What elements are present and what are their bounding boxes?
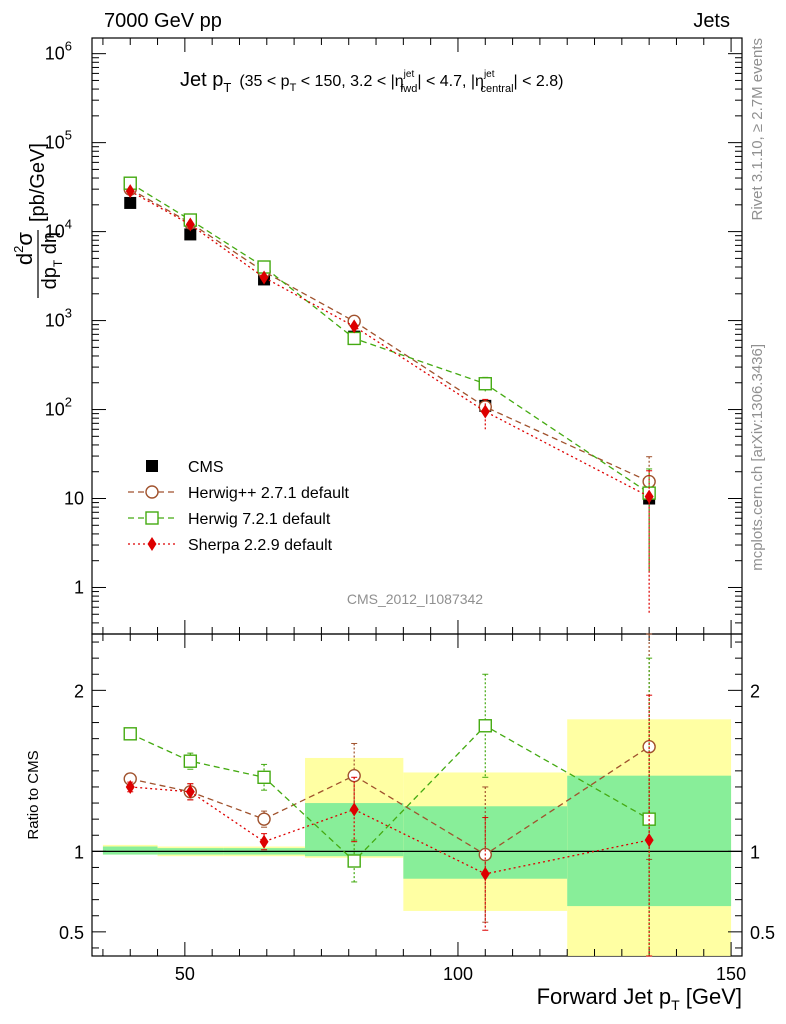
herwigpp-marker — [145, 485, 159, 499]
ratio-tick-label: 1 — [74, 842, 84, 862]
herwigpp-marker — [347, 768, 361, 783]
herwig7-marker — [183, 754, 198, 768]
plot-title: Jet pT (35 < pT < 150, 3.2 < |ηjet fwd| < … — [180, 69, 564, 95]
ratio-line — [129, 724, 650, 862]
y-tick-label: 105 — [45, 128, 72, 153]
herwig7-marker — [145, 511, 159, 525]
cms-marker — [124, 196, 137, 209]
axes: 50 100 150 1 10 102 103 104 105 106 0.5 0.5 1 1 2 2 — [45, 38, 775, 984]
ratio-tick-label: 2 — [74, 681, 84, 701]
y-tick-label: 1 — [74, 577, 84, 597]
ratio-y-axis-label: Ratio to CMS — [25, 750, 42, 839]
ratio-line — [130, 786, 650, 875]
ratio-tick-label: 0.5 — [750, 923, 775, 943]
herwig7-marker — [478, 377, 492, 391]
x-tick-label: 150 — [716, 964, 746, 984]
ratio-tick-label: 0.5 — [59, 923, 84, 943]
ratio-tick-label: 1 — [750, 842, 760, 862]
herwig7-marker — [347, 331, 361, 346]
herwig7-marker — [347, 854, 361, 868]
y-tick-label: 102 — [45, 395, 72, 420]
legend: CMS Herwig++ 2.7.1 default Herwig 7.2.1 de… — [128, 459, 350, 554]
herwig7-marker — [257, 770, 271, 784]
x-axis-label: Forward Jet pT [GeV] — [537, 984, 742, 1013]
y-tick-label: 104 — [45, 217, 72, 242]
sherpa-marker — [185, 784, 195, 799]
herwig7-marker — [478, 719, 492, 733]
x-tick-label: 50 — [175, 964, 195, 984]
sherpa-marker — [644, 833, 654, 848]
main-panel-series — [123, 176, 656, 615]
sherpa-marker — [349, 319, 359, 334]
sherpa-marker — [480, 404, 490, 419]
sherpa-marker — [644, 489, 654, 504]
y-tick-label: 103 — [45, 306, 72, 331]
svg-text:[pb/GeV]: [pb/GeV] — [27, 143, 49, 222]
x-tick-label: 100 — [443, 964, 473, 984]
main-y-axis-label: d2σ dpT dη [pb/GeV] — [11, 143, 65, 298]
ratio-frame — [91, 633, 743, 957]
y-tick-label: 106 — [45, 39, 72, 64]
sherpa-marker — [147, 537, 157, 551]
svg-text:d2σ: d2σ — [11, 232, 37, 265]
sherpa-marker — [480, 866, 490, 881]
rivet-version-label: Rivet 3.1.10, ≥ 2.7M events — [749, 38, 766, 221]
legend-label: CMS — [188, 459, 224, 476]
legend-label: Herwig 7.2.1 default — [188, 511, 331, 528]
cms-marker — [184, 228, 197, 241]
series-line — [129, 190, 650, 498]
series-line — [129, 182, 650, 494]
sherpa-marker — [259, 834, 269, 849]
cms-marker — [146, 460, 158, 472]
ratio-line — [130, 746, 650, 856]
svg-text:dpT dη: dpT dη — [39, 232, 65, 289]
series-line — [129, 188, 650, 483]
ratio-tick-label: 2 — [750, 681, 760, 701]
sherpa-marker — [259, 270, 269, 285]
process-label: Jets — [693, 10, 730, 32]
legend-label: Herwig++ 2.7.1 default — [188, 485, 350, 502]
legend-label: Sherpa 2.2.9 default — [188, 537, 333, 554]
ratio-band-inner — [102, 846, 158, 855]
herwigpp-marker — [257, 812, 271, 826]
beam-label: 7000 GeV pp — [104, 10, 222, 32]
herwig7-marker — [123, 727, 137, 741]
sherpa-marker — [185, 217, 195, 232]
sherpa-marker — [125, 779, 135, 794]
sherpa-marker — [349, 802, 359, 817]
y-tick-label: 10 — [64, 489, 84, 509]
mcplots-label: mcplots.cern.ch [arXiv:1306.3436] — [749, 344, 766, 571]
sherpa-marker — [125, 184, 135, 199]
analysis-id: CMS_2012_I1087342 — [347, 591, 483, 607]
ratio-panel-series — [123, 633, 656, 957]
